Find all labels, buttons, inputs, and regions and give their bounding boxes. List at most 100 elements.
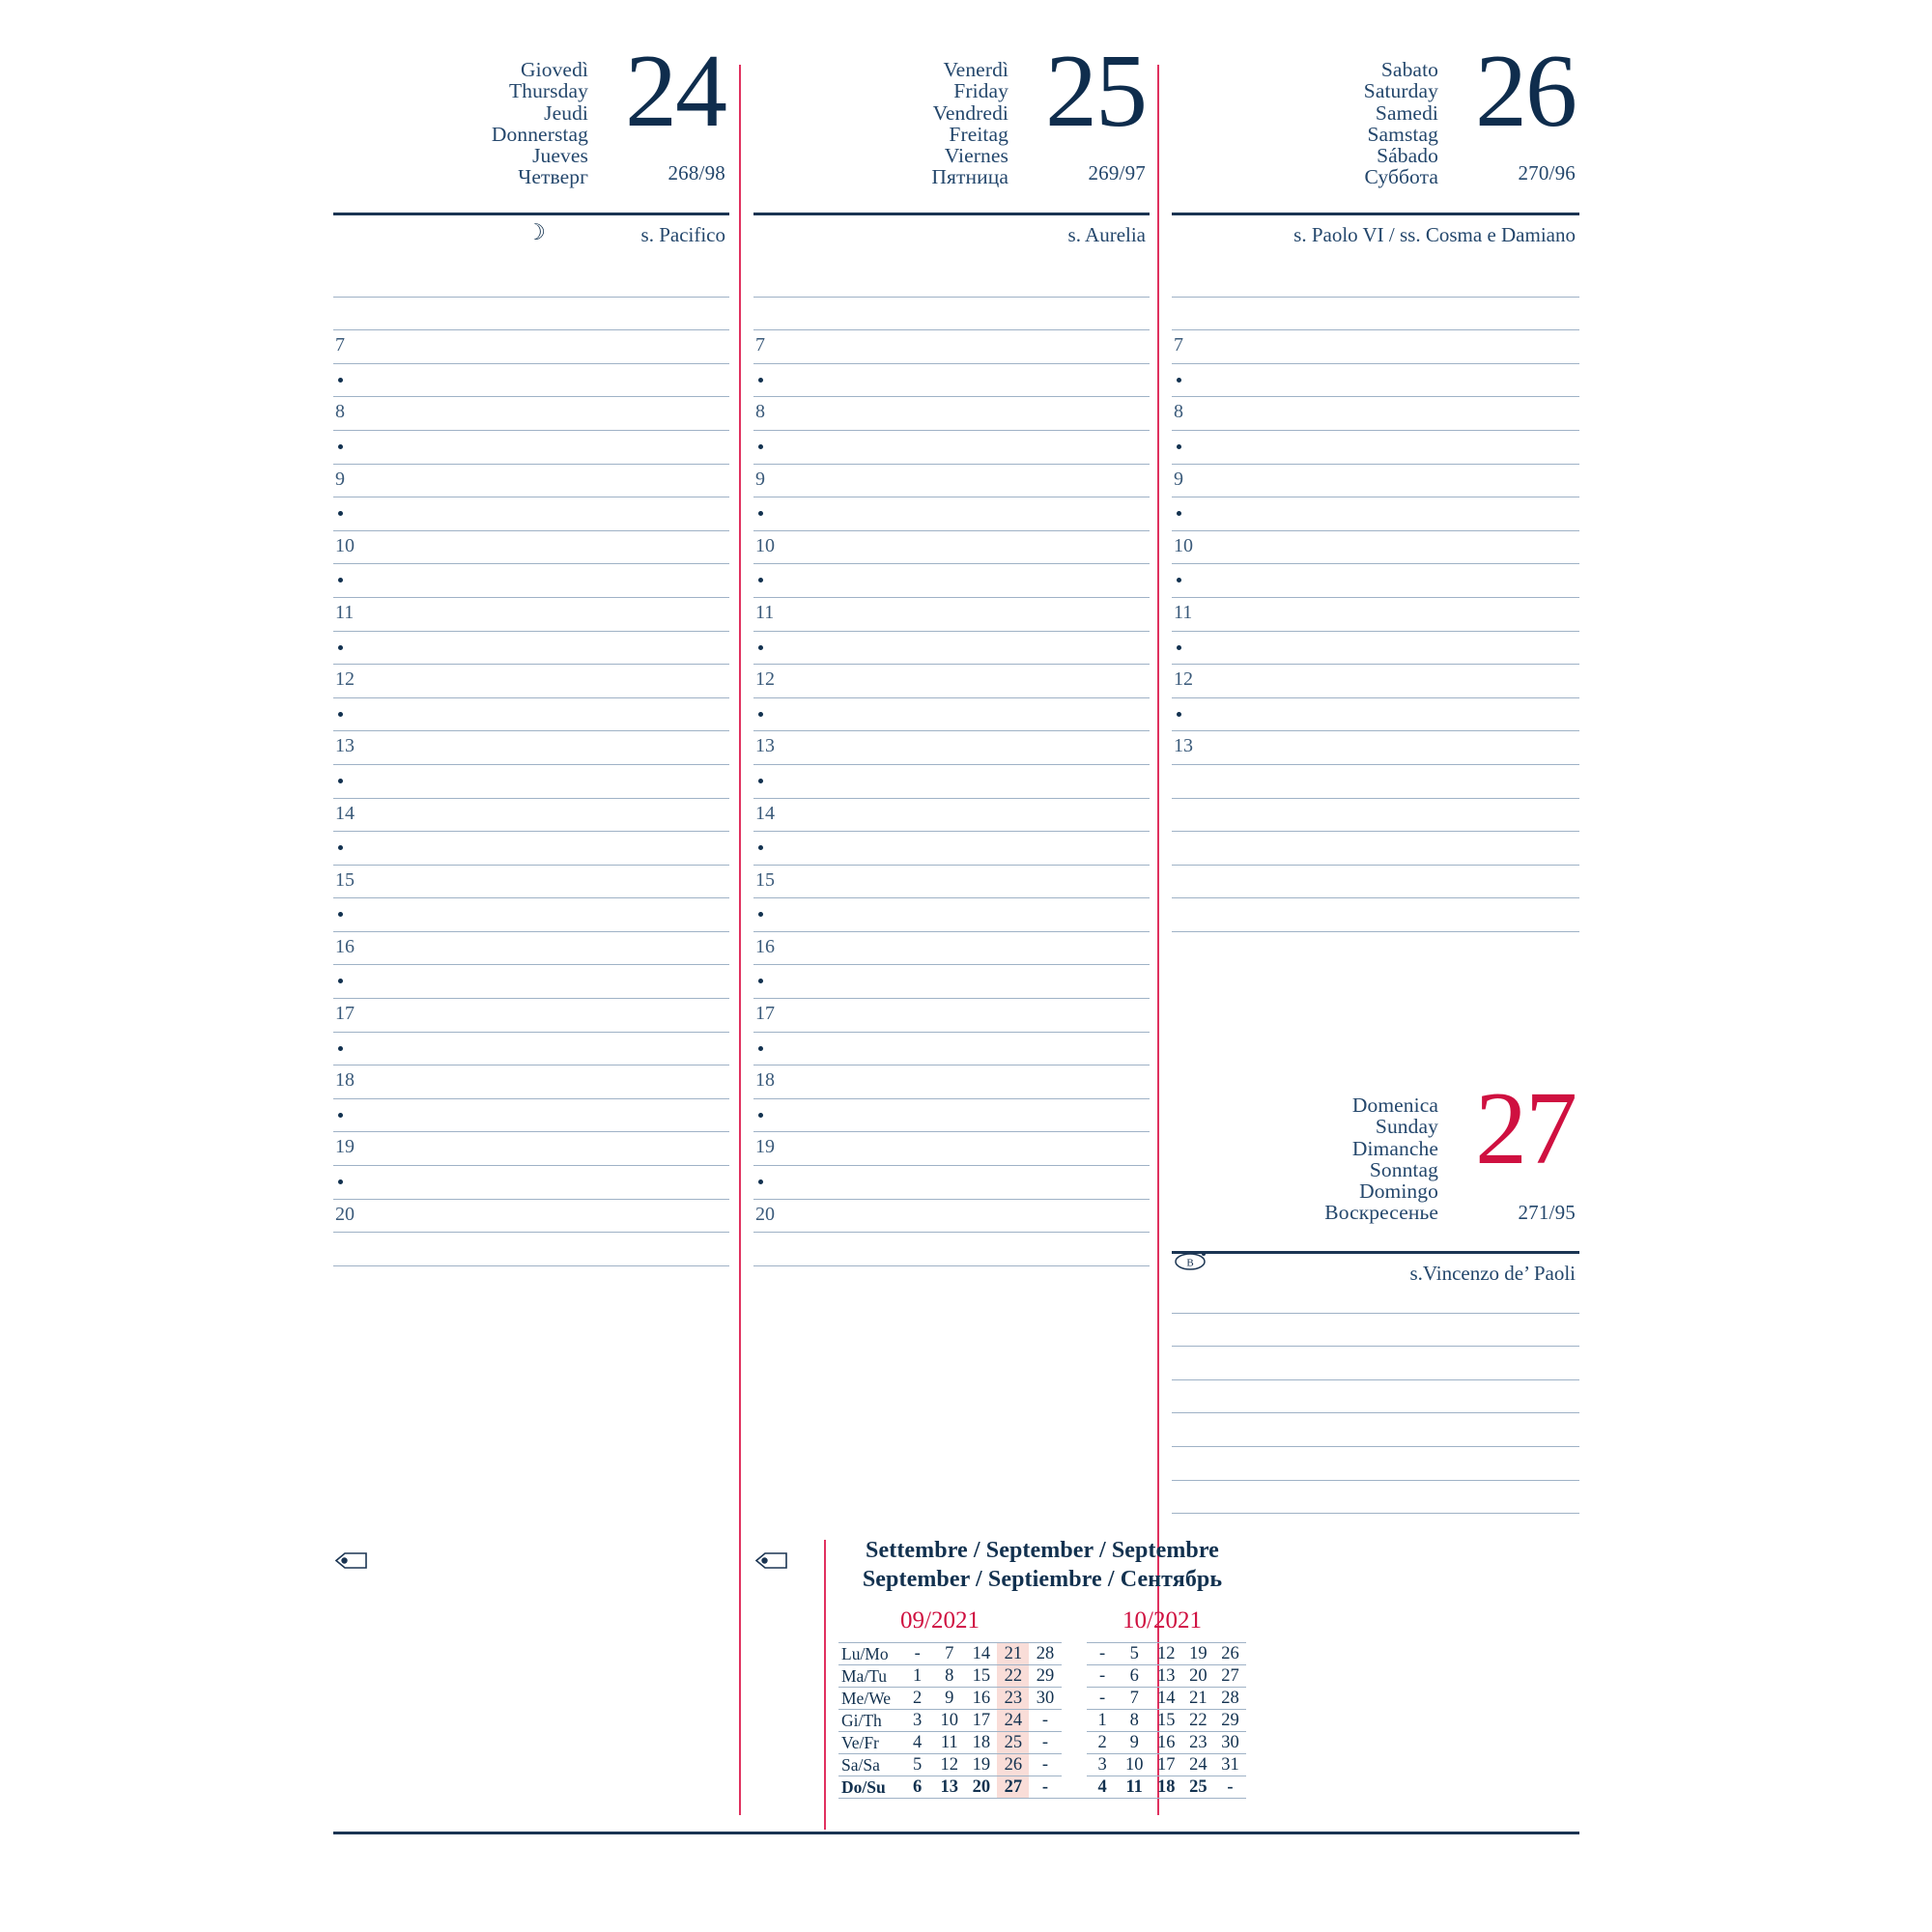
mini-calendar-cell[interactable]: 9 [1118, 1731, 1151, 1754]
half-hour-row[interactable] [753, 831, 1150, 865]
mini-calendar-cell[interactable]: 5 [901, 1753, 934, 1776]
mini-calendar-cell[interactable]: - [1029, 1731, 1062, 1754]
half-hour-row[interactable] [753, 1165, 1150, 1199]
hour-row[interactable]: 12 [1172, 664, 1579, 697]
mini-calendar-cell[interactable]: 15 [1150, 1709, 1182, 1732]
hour-row[interactable]: 10 [333, 529, 729, 564]
mini-calendar-cell[interactable]: 7 [1118, 1687, 1151, 1710]
mini-calendar-cell[interactable]: 6 [901, 1776, 934, 1799]
mini-calendar-cell[interactable]: 14 [965, 1642, 998, 1665]
mini-calendar-cell[interactable]: 1 [901, 1664, 934, 1688]
hour-row[interactable]: 13 [333, 730, 729, 764]
mini-calendar-cell[interactable]: 1 [1086, 1709, 1119, 1732]
mini-calendar-cell[interactable]: 20 [1181, 1664, 1214, 1688]
hour-row[interactable] [753, 264, 1150, 297]
hour-row[interactable]: 12 [333, 664, 729, 697]
half-hour-row[interactable] [333, 897, 729, 931]
mini-calendar-cell[interactable]: 14 [1150, 1687, 1182, 1710]
mini-calendar-cell[interactable]: 27 [997, 1776, 1030, 1799]
hour-row[interactable]: 9 [333, 463, 729, 497]
mini-calendar-cell[interactable]: - [1029, 1753, 1062, 1776]
half-hour-row[interactable] [333, 763, 729, 798]
hour-row[interactable]: 13 [753, 730, 1150, 764]
mini-calendar-cell[interactable]: 31 [1213, 1753, 1246, 1776]
hour-row[interactable]: 18 [333, 1065, 729, 1098]
mini-calendar-cell[interactable]: 12 [1150, 1642, 1182, 1665]
hour-row[interactable]: 13 [1172, 730, 1579, 764]
mini-calendar-cell[interactable]: 24 [1181, 1753, 1214, 1776]
hour-row[interactable] [1172, 1378, 1579, 1413]
hour-row[interactable]: 19 [333, 1131, 729, 1165]
mini-calendar-cell[interactable]: - [1086, 1664, 1119, 1688]
mini-calendar-cell[interactable]: 20 [965, 1776, 998, 1799]
half-hour-row[interactable] [333, 429, 729, 464]
hour-row[interactable]: 12 [753, 664, 1150, 697]
half-hour-row[interactable] [1172, 362, 1579, 397]
mini-calendar-cell[interactable]: 8 [933, 1664, 966, 1688]
hour-row[interactable]: 11 [1172, 596, 1579, 631]
half-hour-row[interactable] [753, 362, 1150, 397]
hour-row[interactable] [753, 1264, 1150, 1299]
hour-row[interactable] [333, 1264, 729, 1299]
hour-row[interactable]: 8 [753, 396, 1150, 430]
half-hour-row[interactable] [753, 1097, 1150, 1132]
hour-row[interactable]: 7 [753, 329, 1150, 363]
hour-row[interactable] [1172, 1280, 1579, 1313]
mini-calendar-cell[interactable]: 2 [901, 1687, 934, 1710]
hour-row[interactable]: 17 [333, 998, 729, 1032]
mini-calendar-cell[interactable]: 24 [997, 1709, 1030, 1732]
half-hour-row[interactable] [333, 362, 729, 397]
mini-calendar-cell[interactable]: 8 [1118, 1709, 1151, 1732]
mini-calendar-cell[interactable]: 26 [1213, 1642, 1246, 1665]
mini-calendar-cell[interactable]: 12 [933, 1753, 966, 1776]
mini-calendar-cell[interactable]: 28 [1029, 1642, 1062, 1665]
mini-calendar-cell[interactable]: 23 [1181, 1731, 1214, 1754]
mini-calendar-cell[interactable]: 10 [1118, 1753, 1151, 1776]
hour-row[interactable]: 8 [1172, 396, 1579, 430]
hour-row[interactable] [333, 264, 729, 297]
hour-row[interactable]: 15 [753, 864, 1150, 898]
mini-calendar-cell[interactable]: 11 [1118, 1776, 1151, 1799]
hour-row[interactable] [1172, 831, 1579, 865]
half-hour-row[interactable] [333, 831, 729, 865]
mini-calendar-cell[interactable]: - [1029, 1709, 1062, 1732]
half-hour-row[interactable] [753, 696, 1150, 731]
mini-calendar-cell[interactable]: 17 [1150, 1753, 1182, 1776]
hour-row[interactable] [1172, 1412, 1579, 1446]
half-hour-row[interactable] [333, 630, 729, 665]
mini-calendar-cell[interactable]: 27 [1213, 1664, 1246, 1688]
mini-calendar-cell[interactable]: 3 [1086, 1753, 1119, 1776]
hour-row[interactable]: 16 [333, 930, 729, 965]
hour-row[interactable]: 16 [753, 930, 1150, 965]
half-hour-row[interactable] [333, 1031, 729, 1065]
half-hour-row[interactable] [333, 1097, 729, 1132]
half-hour-row[interactable] [1172, 563, 1579, 597]
mini-calendar-cell[interactable]: 30 [1029, 1687, 1062, 1710]
mini-calendar-cell[interactable]: 10 [933, 1709, 966, 1732]
mini-calendar-cell[interactable]: - [901, 1642, 934, 1665]
hour-row[interactable]: 20 [333, 1198, 729, 1233]
hour-row[interactable] [1172, 264, 1579, 297]
half-hour-row[interactable] [333, 563, 729, 597]
hour-row[interactable]: 14 [333, 797, 729, 832]
hour-row[interactable]: 10 [753, 529, 1150, 564]
hour-row[interactable] [1172, 930, 1579, 965]
hour-row[interactable] [1172, 1479, 1579, 1514]
mini-calendar-cell[interactable]: 2 [1086, 1731, 1119, 1754]
half-hour-row[interactable] [1172, 429, 1579, 464]
half-hour-row[interactable] [1172, 696, 1579, 731]
hour-row[interactable]: 11 [333, 596, 729, 631]
hour-row[interactable]: 19 [753, 1131, 1150, 1165]
hour-row[interactable] [333, 1232, 729, 1265]
mini-calendar-cell[interactable]: 11 [933, 1731, 966, 1754]
hour-row[interactable] [1172, 1445, 1579, 1480]
mini-calendar-cell[interactable]: 25 [1181, 1776, 1214, 1799]
mini-calendar-cell[interactable]: 6 [1118, 1664, 1151, 1688]
hour-row[interactable] [1172, 296, 1579, 330]
half-hour-row[interactable] [753, 429, 1150, 464]
hour-row[interactable] [1172, 763, 1579, 798]
hour-row[interactable] [1172, 1346, 1579, 1379]
hour-row[interactable]: 7 [333, 329, 729, 363]
mini-calendar-cell[interactable]: - [1029, 1776, 1062, 1799]
hour-row[interactable] [1172, 797, 1579, 832]
